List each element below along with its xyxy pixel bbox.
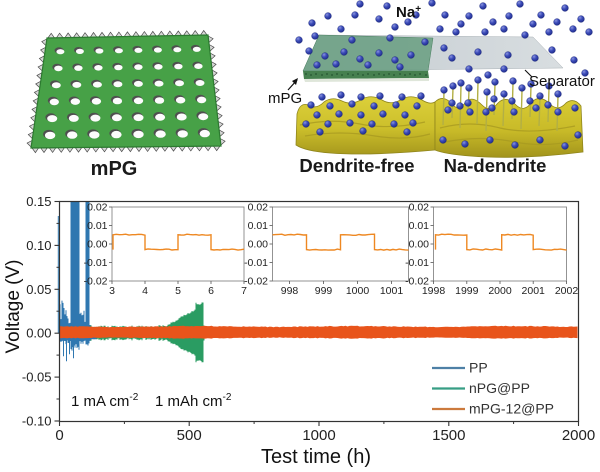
svg-text:4: 4 [142,285,148,297]
svg-text:2000: 2000 [562,427,595,444]
svg-text:mPG: mPG [268,90,302,107]
svg-text:0.00: 0.00 [409,239,430,251]
svg-text:PP: PP [469,360,488,376]
svg-text:0.02: 0.02 [248,202,269,214]
svg-text:5: 5 [175,285,181,297]
svg-text:0.10: 0.10 [26,238,51,253]
svg-text:0.05: 0.05 [26,282,51,297]
svg-text:998: 998 [281,285,299,297]
svg-text:1 mA cm-2: 1 mA cm-2 [71,392,139,410]
svg-text:1998: 1998 [422,285,446,297]
svg-text:-0.02: -0.02 [405,276,429,288]
svg-text:-0.01: -0.01 [244,257,268,269]
svg-text:2000: 2000 [488,285,512,297]
svg-text:Dendrite-free: Dendrite-free [299,155,414,176]
svg-text:1000: 1000 [302,427,335,444]
svg-text:1999: 1999 [455,285,479,297]
svg-text:500: 500 [177,427,202,444]
svg-text:mPG-12@PP: mPG-12@PP [469,401,554,417]
svg-text:0.15: 0.15 [26,194,51,209]
svg-text:Na-dendrite: Na-dendrite [444,155,547,176]
svg-text:0.01: 0.01 [87,220,108,232]
svg-text:0: 0 [55,427,63,444]
svg-text:-0.02: -0.02 [84,276,108,288]
svg-text:-0.02: -0.02 [244,276,268,288]
svg-text:1000: 1000 [346,285,370,297]
svg-text:Voltage (V): Voltage (V) [3,260,24,354]
svg-text:0.01: 0.01 [248,220,269,232]
svg-text:3: 3 [109,285,115,297]
svg-text:-0.01: -0.01 [405,257,429,269]
svg-text:0.02: 0.02 [87,202,108,214]
svg-text:0.02: 0.02 [409,202,430,214]
svg-text:0.00: 0.00 [26,326,51,341]
svg-text:2001: 2001 [522,285,546,297]
svg-text:0.01: 0.01 [409,220,430,232]
svg-text:6: 6 [208,285,214,297]
svg-text:Na+: Na+ [396,4,421,21]
svg-text:Test time (h): Test time (h) [261,446,371,468]
svg-text:Separator: Separator [529,73,595,90]
svg-text:-0.10: -0.10 [22,414,52,429]
svg-text:1001: 1001 [380,285,404,297]
svg-text:-0.01: -0.01 [84,257,108,269]
svg-text:2002: 2002 [555,285,579,297]
svg-text:nPG@PP: nPG@PP [469,380,530,396]
svg-text:mPG: mPG [91,158,138,180]
svg-text:7: 7 [241,285,247,297]
svg-text:1 mAh cm-2: 1 mAh cm-2 [155,392,232,410]
svg-text:-0.05: -0.05 [22,370,52,385]
svg-text:1500: 1500 [432,427,465,444]
svg-text:0.00: 0.00 [248,239,269,251]
svg-text:999: 999 [315,285,333,297]
svg-text:0.00: 0.00 [87,239,108,251]
